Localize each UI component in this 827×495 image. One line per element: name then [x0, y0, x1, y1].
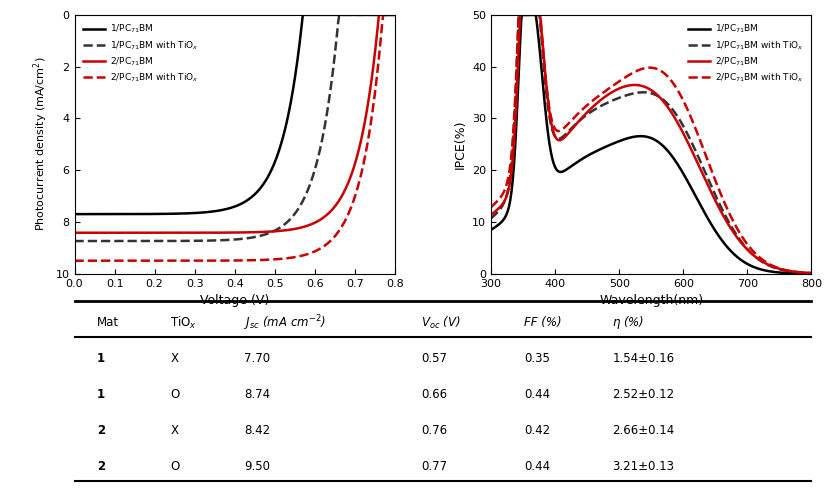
X-axis label: Voltage (V): Voltage (V) [200, 294, 269, 307]
Text: FF (%): FF (%) [523, 316, 561, 329]
Text: 0.77: 0.77 [420, 460, 447, 473]
Text: 0.42: 0.42 [523, 424, 549, 437]
Text: O: O [170, 388, 179, 401]
Text: X: X [170, 352, 178, 365]
Text: $J_{sc}$ (mA cm$^{-2}$): $J_{sc}$ (mA cm$^{-2}$) [244, 313, 326, 333]
Text: $V_{oc}$ (V): $V_{oc}$ (V) [420, 315, 460, 331]
Legend: 1/PC$_{71}$BM, 1/PC$_{71}$BM with TiO$_x$, 2/PC$_{71}$BM, 2/PC$_{71}$BM with TiO: 1/PC$_{71}$BM, 1/PC$_{71}$BM with TiO$_x… [79, 19, 202, 88]
Text: 0.66: 0.66 [420, 388, 447, 401]
Y-axis label: Photocurrent density (mA/cm$^2$): Photocurrent density (mA/cm$^2$) [31, 57, 50, 232]
Text: O: O [170, 460, 179, 473]
Text: 0.44: 0.44 [523, 460, 549, 473]
Text: 1: 1 [97, 352, 105, 365]
Text: 7.70: 7.70 [244, 352, 270, 365]
X-axis label: Wavelength(nm): Wavelength(nm) [599, 294, 702, 307]
Text: X: X [170, 424, 178, 437]
Text: 0.57: 0.57 [420, 352, 447, 365]
Text: 2: 2 [97, 460, 105, 473]
Text: 0.35: 0.35 [523, 352, 549, 365]
Text: 2.66±0.14: 2.66±0.14 [612, 424, 674, 437]
Y-axis label: IPCE(%): IPCE(%) [453, 119, 466, 169]
Text: 1: 1 [97, 388, 105, 401]
Text: 0.44: 0.44 [523, 388, 549, 401]
Text: 8.42: 8.42 [244, 424, 270, 437]
Text: 8.74: 8.74 [244, 388, 270, 401]
Text: $\eta$ (%): $\eta$ (%) [612, 314, 644, 331]
Text: 3.21±0.13: 3.21±0.13 [612, 460, 674, 473]
Text: 9.50: 9.50 [244, 460, 270, 473]
Text: 1.54±0.16: 1.54±0.16 [612, 352, 674, 365]
Text: 0.76: 0.76 [420, 424, 447, 437]
Text: 2.52±0.12: 2.52±0.12 [612, 388, 674, 401]
Text: Mat: Mat [97, 316, 118, 329]
Text: TiO$_x$: TiO$_x$ [170, 315, 197, 331]
Legend: 1/PC$_{71}$BM, 1/PC$_{71}$BM with TiO$_x$, 2/PC$_{71}$BM, 2/PC$_{71}$BM with TiO: 1/PC$_{71}$BM, 1/PC$_{71}$BM with TiO$_x… [683, 19, 806, 88]
Text: 2: 2 [97, 424, 105, 437]
